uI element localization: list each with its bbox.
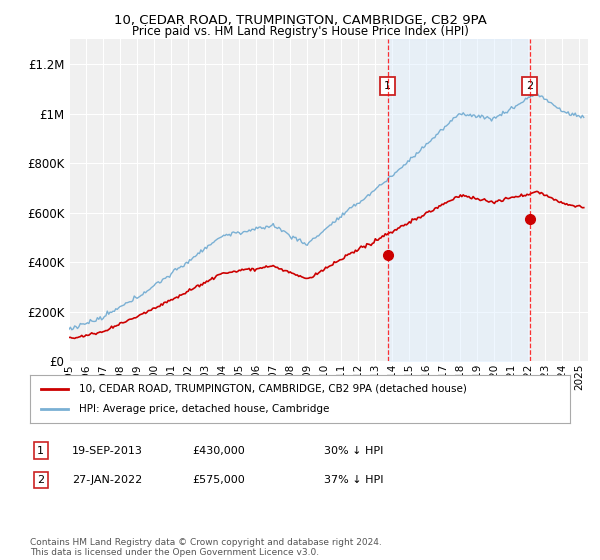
Text: 2: 2 xyxy=(526,81,533,91)
Text: 10, CEDAR ROAD, TRUMPINGTON, CAMBRIDGE, CB2 9PA (detached house): 10, CEDAR ROAD, TRUMPINGTON, CAMBRIDGE, … xyxy=(79,384,466,394)
Text: 30% ↓ HPI: 30% ↓ HPI xyxy=(324,446,383,456)
Text: Contains HM Land Registry data © Crown copyright and database right 2024.
This d: Contains HM Land Registry data © Crown c… xyxy=(30,538,382,557)
Text: 1: 1 xyxy=(384,81,391,91)
Text: £430,000: £430,000 xyxy=(192,446,245,456)
Text: 10, CEDAR ROAD, TRUMPINGTON, CAMBRIDGE, CB2 9PA: 10, CEDAR ROAD, TRUMPINGTON, CAMBRIDGE, … xyxy=(113,14,487,27)
Text: Price paid vs. HM Land Registry's House Price Index (HPI): Price paid vs. HM Land Registry's House … xyxy=(131,25,469,38)
Text: 27-JAN-2022: 27-JAN-2022 xyxy=(72,475,142,485)
Text: 2: 2 xyxy=(37,475,44,485)
Text: 19-SEP-2013: 19-SEP-2013 xyxy=(72,446,143,456)
Text: 37% ↓ HPI: 37% ↓ HPI xyxy=(324,475,383,485)
Text: HPI: Average price, detached house, Cambridge: HPI: Average price, detached house, Camb… xyxy=(79,404,329,414)
Text: 1: 1 xyxy=(37,446,44,456)
Text: £575,000: £575,000 xyxy=(192,475,245,485)
